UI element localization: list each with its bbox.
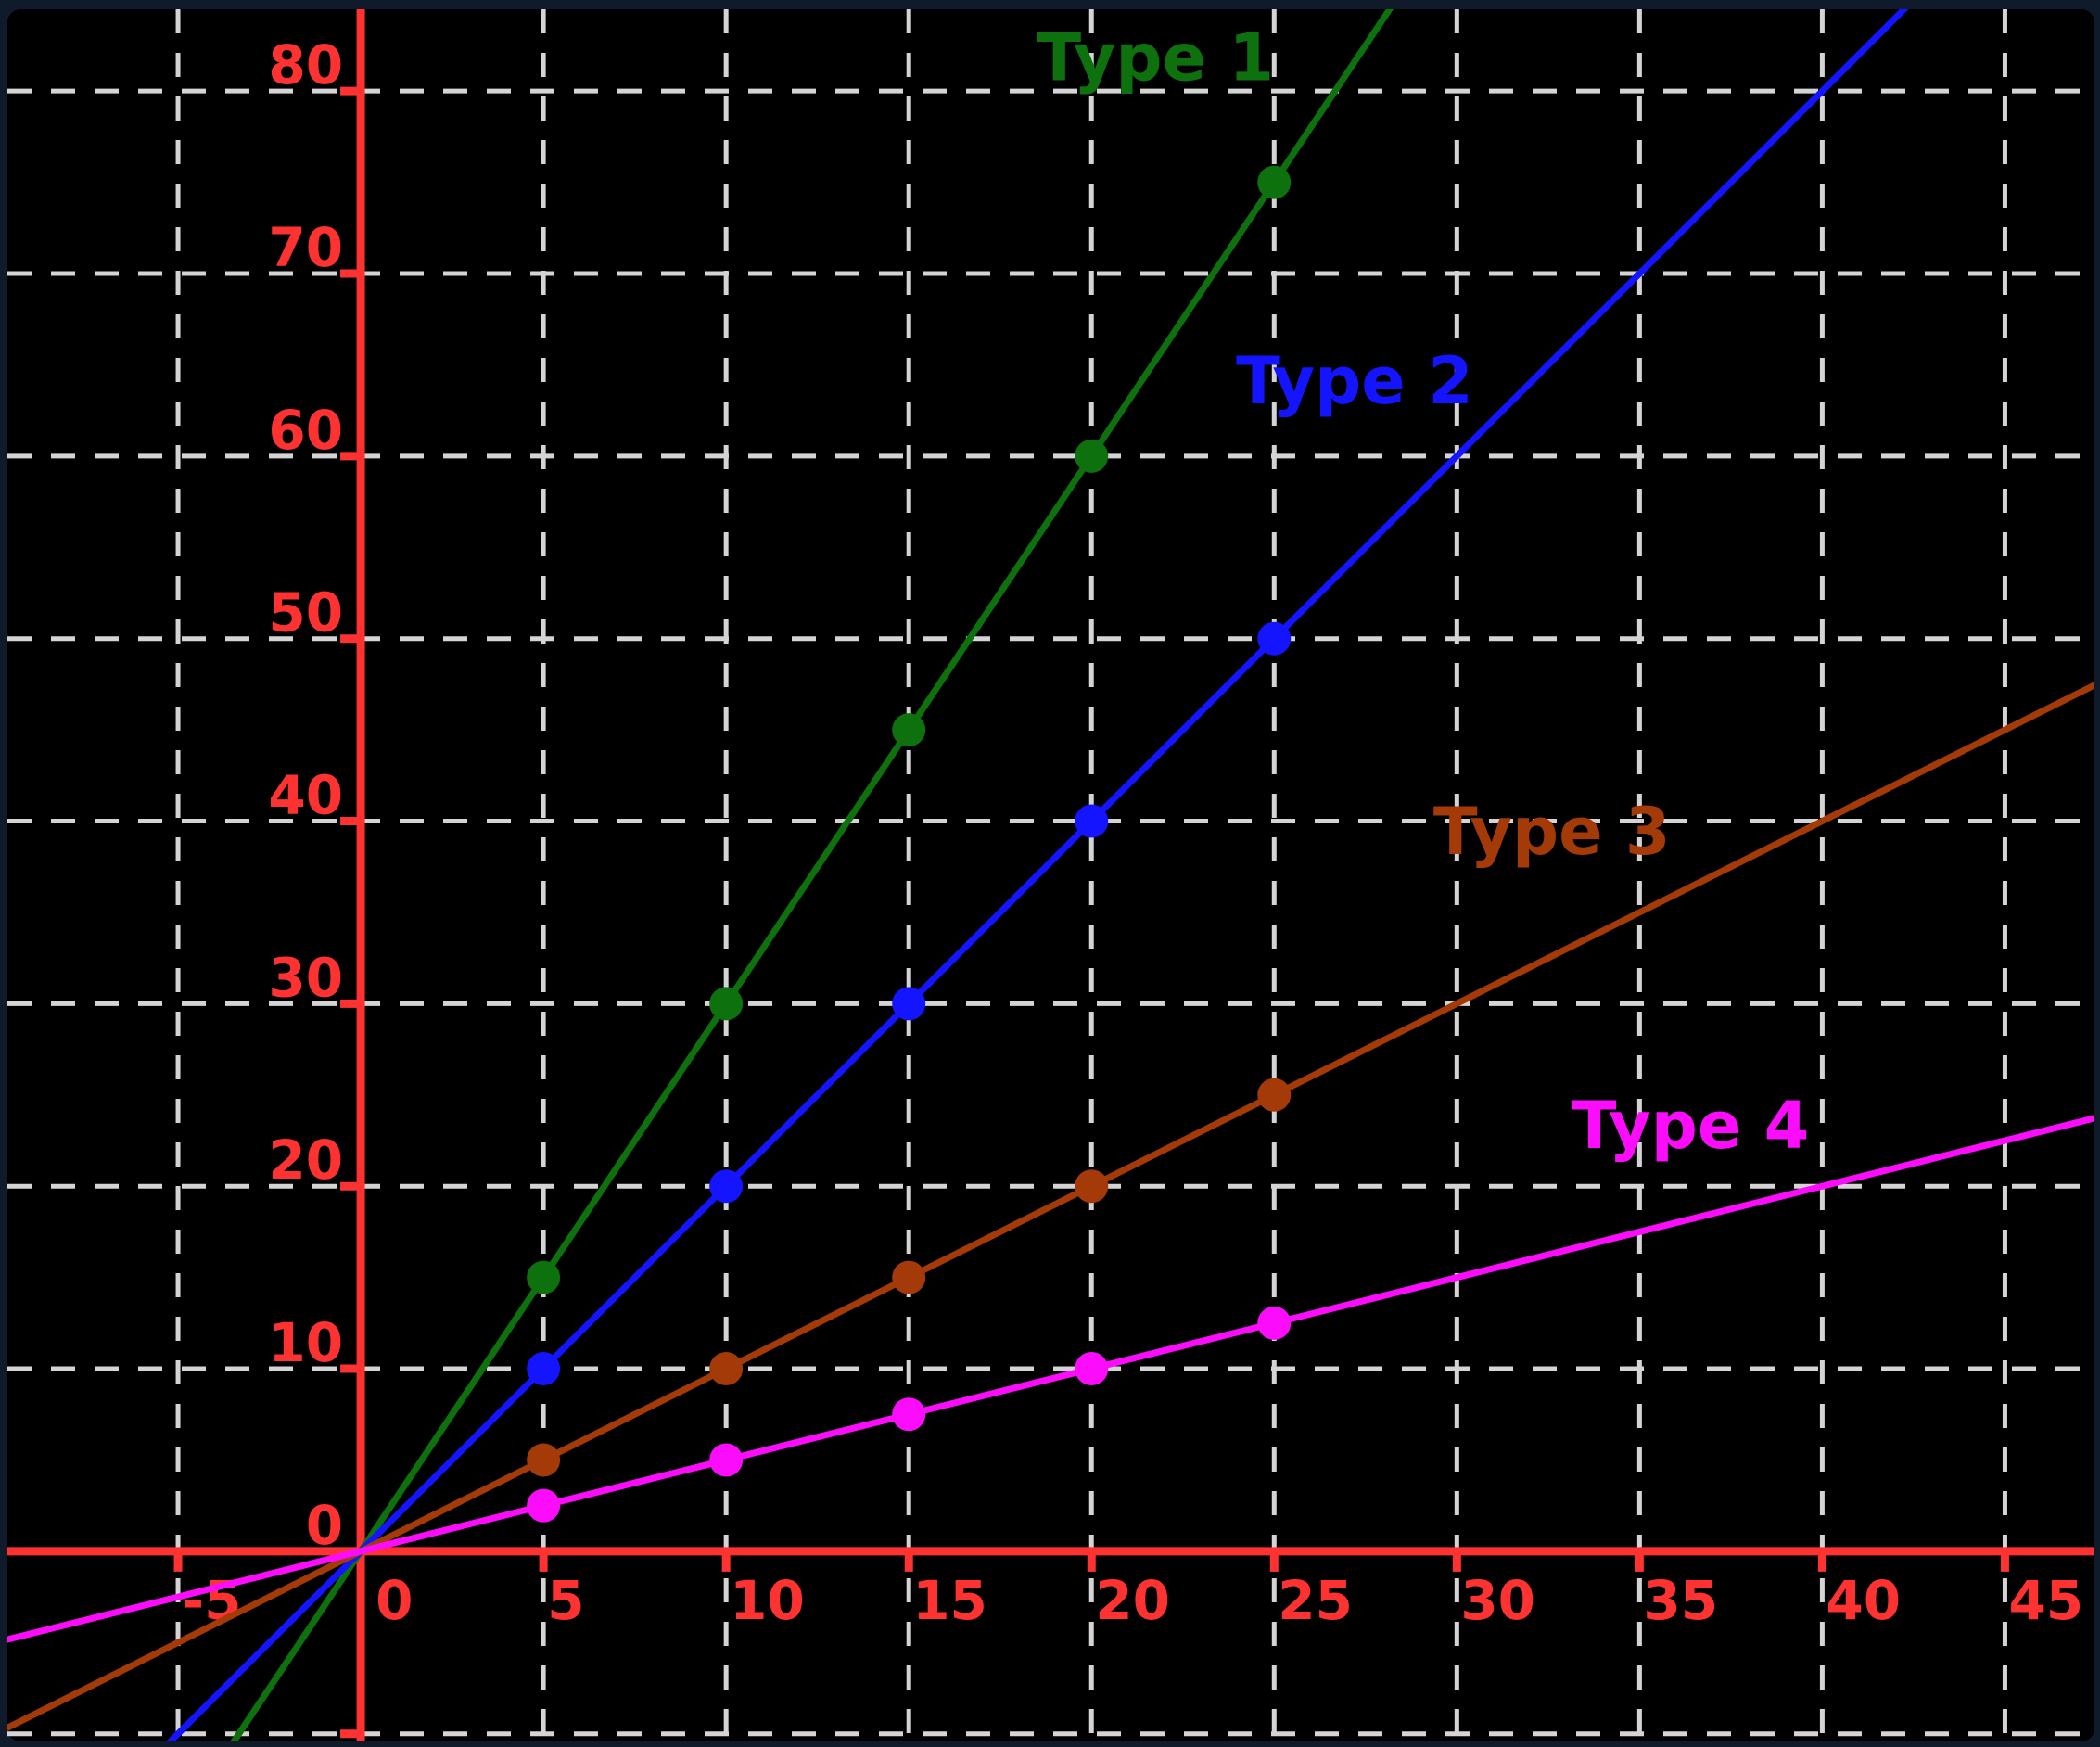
data-point-type-4	[1257, 1306, 1292, 1340]
x-tick-label: 25	[1278, 1569, 1353, 1632]
series-label-type-2: Type 2	[1236, 343, 1473, 419]
data-point-type-1	[527, 1260, 561, 1294]
data-point-type-3	[709, 1352, 744, 1386]
x-tick-label: 10	[730, 1569, 805, 1632]
data-point-type-2	[1075, 804, 1109, 838]
data-point-type-2	[709, 1169, 744, 1204]
series-label-layer: Type 1 Type 2 Type 3 Type 4	[1037, 19, 1809, 1164]
data-point-type-3	[892, 1260, 926, 1294]
data-point-type-1	[709, 987, 744, 1021]
data-point-type-2	[527, 1352, 561, 1386]
x-tick-label: 45	[2008, 1569, 2083, 1632]
y-tick-label: 20	[268, 1129, 343, 1192]
x-tick-label: 30	[1460, 1569, 1535, 1632]
data-point-type-3	[527, 1443, 561, 1477]
x-tick-label: -5	[182, 1569, 241, 1632]
data-point-type-4	[1075, 1352, 1109, 1386]
data-point-type-4	[527, 1488, 561, 1523]
y-tick-label: 50	[268, 581, 343, 644]
tick-label-layer: -5 0 5 10 15 20 25 30 35 40 45 0 10 20 30 40 50 60 70 80	[182, 33, 2083, 1632]
series-line-type-4	[7, 1105, 2094, 1652]
points-layer	[527, 165, 1292, 1523]
data-point-type-4	[709, 1443, 744, 1477]
plot-area	[7, 9, 2094, 1741]
y-tick-label: 0	[306, 1494, 343, 1557]
data-point-type-2	[892, 987, 926, 1021]
y-tick-label: 10	[268, 1311, 343, 1374]
y-tick-label: 60	[268, 399, 343, 462]
data-point-type-4	[892, 1397, 926, 1432]
series-label-type-3: Type 3	[1433, 794, 1671, 870]
data-point-type-1	[892, 713, 926, 747]
x-tick-label: 35	[1643, 1569, 1718, 1632]
x-tick-label: 5	[547, 1569, 584, 1632]
series-label-type-1: Type 1	[1037, 19, 1274, 96]
data-point-type-3	[1257, 1078, 1292, 1112]
data-point-type-3	[1075, 1169, 1109, 1204]
y-tick-label: 80	[268, 33, 343, 96]
x-tick-label: 0	[375, 1569, 413, 1632]
data-point-type-1	[1075, 439, 1109, 473]
series-label-type-4: Type 4	[1572, 1088, 1810, 1164]
y-tick-label: 70	[268, 216, 343, 279]
y-tick-label: 40	[268, 764, 343, 827]
x-tick-label: 20	[1095, 1569, 1170, 1632]
x-tick-label: 15	[912, 1569, 987, 1632]
x-tick-label: 40	[1826, 1569, 1901, 1632]
y-tick-label: 30	[268, 946, 343, 1009]
data-point-type-1	[1257, 165, 1292, 199]
axis-layer	[7, 9, 2094, 1741]
data-point-type-2	[1257, 621, 1292, 656]
series-line-type-3	[7, 664, 2094, 1741]
